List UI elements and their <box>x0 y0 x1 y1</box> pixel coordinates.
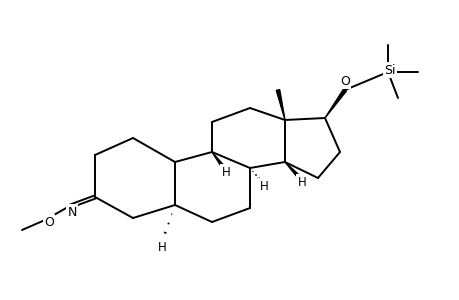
Polygon shape <box>325 89 346 118</box>
Text: O: O <box>339 74 349 88</box>
Text: H: H <box>157 242 166 254</box>
Text: H: H <box>259 179 268 193</box>
Text: Si: Si <box>383 64 395 76</box>
Polygon shape <box>212 152 225 169</box>
Text: N: N <box>67 206 77 218</box>
Polygon shape <box>285 162 301 179</box>
Polygon shape <box>276 90 285 120</box>
Text: H: H <box>221 166 230 178</box>
Text: O: O <box>44 215 54 229</box>
Text: H: H <box>297 176 306 188</box>
